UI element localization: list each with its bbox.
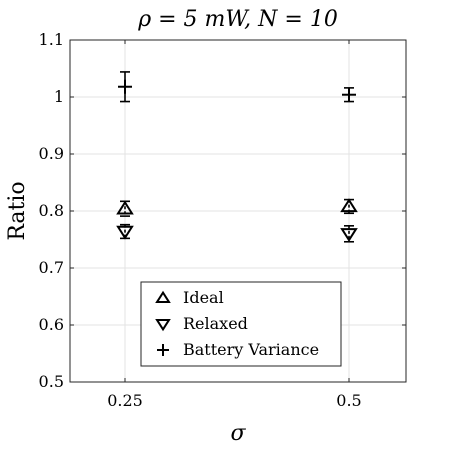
chart-title: ρ = 5 mW, N = 10 [137, 7, 338, 32]
y-tick-label: 0.7 [39, 258, 64, 277]
legend: Ideal Relaxed Battery Variance [140, 281, 342, 367]
legend-box [140, 281, 342, 367]
legend-battery-variance-marker [157, 344, 169, 356]
legend-label: Ideal [183, 288, 224, 307]
y-axis-label: Ratio [5, 181, 30, 240]
y-tick-label: 1 [54, 87, 64, 106]
ideal-point [116, 200, 134, 215]
legend-label: Battery Variance [183, 340, 319, 359]
y-tick-label: 1.1 [39, 30, 64, 49]
x-axis-label: σ [230, 421, 246, 446]
legend-label: Relaxed [183, 314, 248, 333]
y-tick-label: 0.8 [39, 201, 64, 220]
data-marks [116, 71, 358, 243]
ideal-point [340, 198, 358, 213]
legend-ideal-marker [155, 290, 171, 304]
y-tick-label: 0.6 [39, 315, 64, 334]
y-tick-label: 0.5 [39, 372, 64, 391]
x-tick-label: 0.5 [336, 391, 361, 410]
relaxed-point [116, 225, 134, 240]
battery-variance-point [342, 87, 356, 102]
legend-relaxed-marker [155, 318, 171, 332]
plot-frame [69, 39, 407, 383]
axis-ticks: 0.5 0.6 0.7 0.8 0.9 1 1.1 0.25 0.5 [39, 30, 406, 410]
battery-variance-point [118, 79, 132, 94]
relaxed-point [340, 228, 358, 242]
y-tick-label: 0.9 [39, 144, 64, 163]
x-tick-label: 0.25 [107, 391, 143, 410]
